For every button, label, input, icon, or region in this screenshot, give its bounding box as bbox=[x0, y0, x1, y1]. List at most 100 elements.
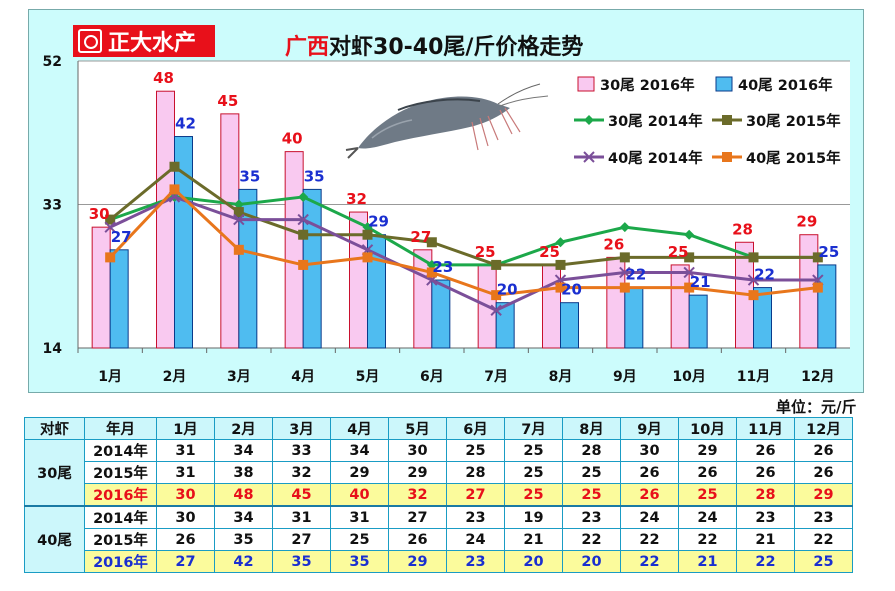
table-header-cell: 6月 bbox=[446, 417, 505, 440]
table-value-cell: 25 bbox=[504, 483, 563, 507]
table-value-cell: 31 bbox=[330, 505, 389, 529]
table-value-cell: 21 bbox=[678, 550, 737, 573]
table-value-cell: 26 bbox=[620, 483, 679, 507]
table-value-cell: 25 bbox=[794, 550, 853, 573]
table-year-cell: 2016年 bbox=[84, 483, 157, 507]
series-line bbox=[109, 187, 819, 297]
table-header-cell: 7月 bbox=[504, 417, 563, 440]
table-value-cell: 28 bbox=[736, 483, 795, 507]
bar-40-2016 bbox=[238, 188, 258, 349]
table-value-cell: 26 bbox=[678, 461, 737, 484]
table-value-cell: 24 bbox=[446, 528, 505, 551]
table-value-cell: 26 bbox=[156, 528, 215, 551]
brand-logo-icon bbox=[78, 29, 102, 53]
table-value-cell: 34 bbox=[214, 439, 273, 462]
table-value-cell: 27 bbox=[156, 550, 215, 573]
line-point bbox=[684, 252, 695, 263]
table-value-cell: 22 bbox=[562, 528, 621, 551]
bar-40-2016 bbox=[753, 287, 772, 349]
bar-label-40: 29 bbox=[368, 213, 389, 231]
table-year-cell: 2014年 bbox=[84, 505, 157, 529]
bar-label-40: 20 bbox=[497, 281, 518, 299]
bar-label-40: 21 bbox=[690, 273, 711, 291]
line-point bbox=[684, 229, 695, 240]
line-point bbox=[491, 290, 502, 301]
table-year-cell: 2015年 bbox=[84, 528, 157, 551]
bar-40-2016 bbox=[624, 287, 644, 349]
line-point bbox=[233, 244, 244, 255]
legend-label: 40尾 2014年 bbox=[608, 149, 703, 167]
y-tick-label: 52 bbox=[43, 54, 62, 70]
unit-label: 单位：元/斤 bbox=[776, 398, 857, 416]
table-row: 2015年 31 38 32 29 29 28 25 25 26 26 26 26 bbox=[25, 461, 853, 484]
bar-label-30: 25 bbox=[475, 243, 496, 261]
table-value-cell: 26 bbox=[388, 528, 447, 551]
table-value-cell: 26 bbox=[736, 461, 795, 484]
line-point bbox=[619, 222, 630, 233]
table-value-cell: 33 bbox=[272, 439, 331, 462]
line-point bbox=[233, 213, 245, 226]
bar-label-40: 22 bbox=[754, 266, 775, 284]
table-header-cell: 1月 bbox=[156, 417, 215, 440]
table-value-cell: 25 bbox=[330, 528, 389, 551]
x-tick-label: 11月 bbox=[737, 369, 770, 385]
table-header-cell: 11月 bbox=[736, 417, 795, 440]
line-point bbox=[619, 266, 631, 279]
line-point bbox=[555, 282, 566, 293]
table-value-cell: 35 bbox=[214, 528, 273, 551]
table-value-cell: 35 bbox=[330, 550, 389, 573]
table-value-cell: 23 bbox=[794, 505, 853, 529]
table-value-cell: 22 bbox=[794, 528, 853, 551]
table-value-cell: 26 bbox=[736, 439, 795, 462]
table-value-cell: 21 bbox=[504, 528, 563, 551]
bar-label-30: 25 bbox=[539, 243, 560, 261]
table-value-cell: 22 bbox=[620, 528, 679, 551]
bar-label-30: 48 bbox=[153, 69, 174, 87]
table-value-cell: 29 bbox=[678, 439, 737, 462]
table-value-cell: 25 bbox=[678, 483, 737, 507]
table-value-cell: 25 bbox=[562, 461, 621, 484]
table-value-cell: 22 bbox=[620, 550, 679, 573]
table-value-cell: 31 bbox=[156, 439, 215, 462]
table-value-cell: 23 bbox=[562, 505, 621, 529]
x-tick-label: 12月 bbox=[801, 369, 834, 385]
table-value-cell: 30 bbox=[620, 439, 679, 462]
bar-label-30: 45 bbox=[217, 92, 238, 110]
bar-40-2016 bbox=[688, 294, 708, 349]
table-value-cell: 29 bbox=[388, 550, 447, 573]
legend-label: 30尾 2015年 bbox=[746, 112, 841, 130]
table-value-cell: 29 bbox=[330, 461, 389, 484]
line-point bbox=[298, 229, 309, 240]
table-value-cell: 32 bbox=[272, 461, 331, 484]
bar-30-2016 bbox=[220, 113, 240, 349]
price-chart: 30 48 45 40 32 27 25 25 26 25 28 29 27 42 35 35 29 23 20 20… bbox=[43, 54, 850, 385]
table-header-cell: 年月 bbox=[84, 417, 157, 440]
shrimp-image bbox=[345, 83, 549, 159]
line-point bbox=[812, 282, 823, 293]
table-value-cell: 25 bbox=[562, 483, 621, 507]
table-header-cell: 2月 bbox=[214, 417, 273, 440]
bar-label-30: 32 bbox=[346, 190, 367, 208]
table-value-cell: 38 bbox=[214, 461, 273, 484]
table-value-cell: 40 bbox=[330, 483, 389, 507]
bar-label-30: 29 bbox=[796, 213, 817, 231]
line-point bbox=[233, 199, 244, 210]
table-value-cell: 23 bbox=[736, 505, 795, 529]
table-header-cell: 对虾 bbox=[24, 417, 85, 440]
table-year-cell: 2015年 bbox=[84, 461, 157, 484]
line-point bbox=[362, 222, 373, 233]
brand-name: 正大水产 bbox=[108, 31, 197, 56]
x-tick-label: 3月 bbox=[227, 369, 251, 385]
table-value-cell: 23 bbox=[446, 550, 505, 573]
bar-label-40: 42 bbox=[175, 115, 196, 133]
table-value-cell: 34 bbox=[214, 505, 273, 529]
table-row: 2016年 30 48 45 40 32 27 25 25 26 25 28 29 bbox=[25, 483, 853, 507]
bar-40-2016 bbox=[109, 249, 129, 349]
x-tick-label: 5月 bbox=[356, 369, 380, 385]
table-value-cell: 31 bbox=[156, 461, 215, 484]
bar-label-40: 35 bbox=[239, 167, 260, 185]
line-point bbox=[426, 259, 437, 270]
bar-30-2016 bbox=[670, 264, 690, 349]
line-point bbox=[362, 229, 373, 240]
legend-swatch bbox=[715, 76, 733, 92]
